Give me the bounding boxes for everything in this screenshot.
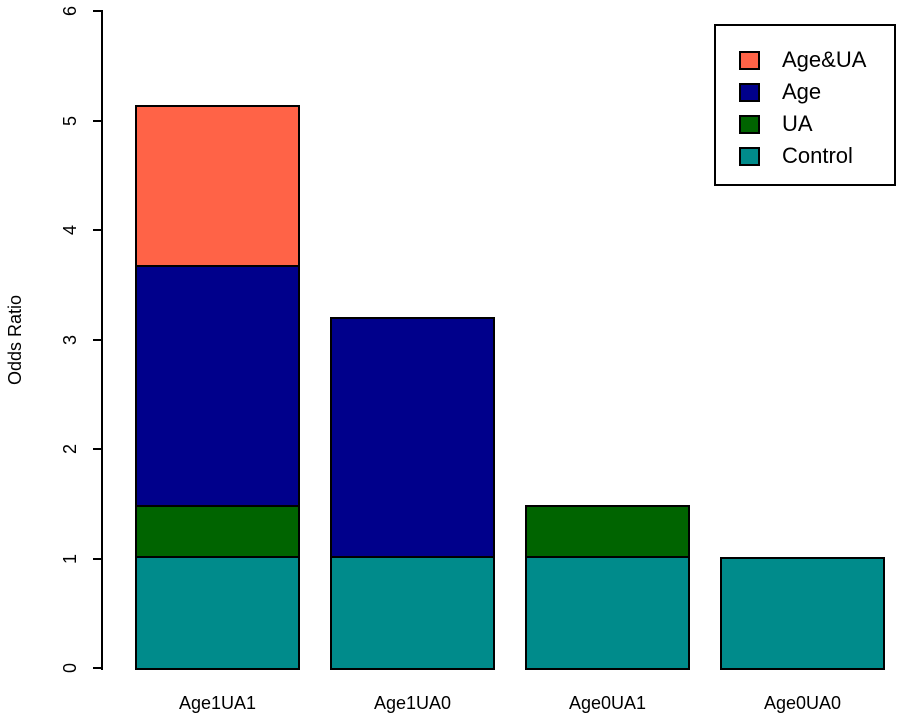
legend-item-age-and-ua: Age&UA [716,44,894,76]
y-axis-title: Odds Ratio [4,294,25,386]
y-axis-tick [93,448,101,450]
legend-item-ua: UA [716,108,894,140]
y-tick-label: 4 [59,225,80,236]
y-tick-label: 3 [59,334,80,345]
segment-ua-age1ua1 [137,507,298,559]
y-tick-label: 1 [59,553,80,564]
segment-control-age1ua1 [137,558,298,668]
legend-swatch-control [739,146,760,166]
y-axis-tick [93,119,101,122]
segment-control-age1ua0 [332,558,493,668]
legend-label-age-and-ua: Age&UA [782,47,867,72]
legend-item-age: Age [716,76,894,108]
y-tick-label: 0 [59,663,80,674]
legend: Age&UA Age UA Control [714,24,896,186]
y-axis-tick [93,229,101,231]
x-label-age1ua1: Age1UA1 [178,693,257,713]
x-label-age1ua0: Age1UA0 [373,693,452,713]
y-axis-tick [93,338,101,341]
segment-age-age1ua0 [332,318,493,559]
y-axis-line [101,10,103,670]
segment-control-age0ua1 [527,558,688,668]
bar-age0ua1 [525,505,690,670]
bar-age1ua0 [330,316,495,670]
y-axis-tick [93,667,101,669]
y-tick-label: 6 [59,6,80,17]
legend-swatch-ua [739,114,760,134]
segment-control-age0ua0 [722,558,883,668]
y-axis-tick [93,557,101,560]
legend-label-age: Age [782,79,822,104]
legend-label-control: Control [782,143,853,168]
segment-age-age1ua1 [137,267,298,508]
x-label-age0ua1: Age0UA1 [568,693,647,713]
legend-swatch-age [739,82,760,102]
bar-age1ua1 [135,105,300,670]
legend-label-ua: UA [782,111,813,136]
y-axis-tick [93,10,101,12]
legend-swatch-age-and-ua [739,50,760,70]
y-tick-label: 2 [59,444,80,455]
y-tick-label: 5 [59,115,80,126]
legend-item-control: Control [716,140,894,172]
segment-age-and-ua-age1ua1 [137,107,298,268]
segment-ua-age0ua1 [527,507,688,559]
bar-age0ua0 [720,556,885,670]
x-label-age0ua0: Age0UA0 [763,693,842,713]
